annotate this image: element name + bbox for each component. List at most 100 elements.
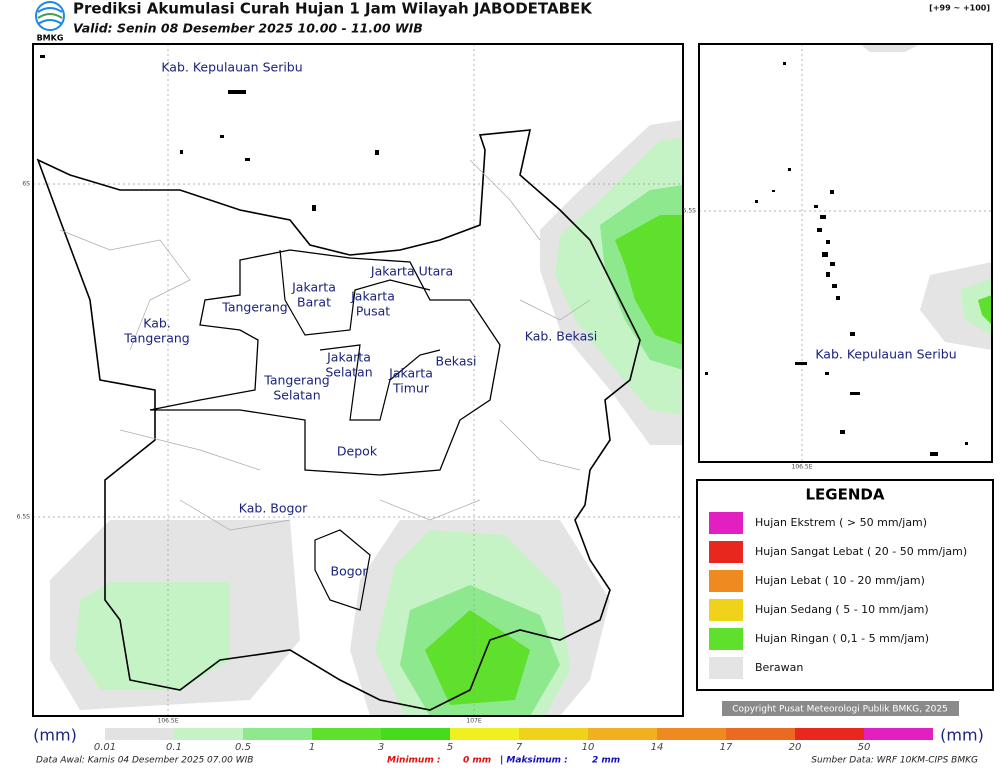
map-shape	[836, 296, 840, 300]
map-shape	[37, 13, 63, 19]
main-map: Kab. Kepulauan Seribu Jakarta Utara Jaka…	[17, 43, 684, 725]
cloud-area	[920, 262, 992, 350]
map-shape	[788, 168, 791, 171]
islands	[40, 55, 379, 211]
colorbar-tick-label: 50	[858, 742, 871, 753]
region-label: Tangerang	[263, 373, 329, 388]
region-label: Jakarta	[291, 280, 336, 295]
region-label: Kab.	[143, 316, 171, 331]
map-shape	[180, 150, 183, 154]
region-label: Tangerang	[221, 300, 287, 315]
colorbar-segment	[657, 728, 726, 740]
min-value: 0 mm	[463, 756, 491, 766]
logo: BMKG	[35, 1, 65, 43]
map-shape	[825, 372, 829, 375]
lat-label: 5.5S	[683, 208, 697, 215]
colorbar-segment	[795, 728, 864, 740]
map-shape	[814, 205, 818, 208]
light-rain-area	[960, 278, 992, 335]
legend-swatch	[709, 657, 743, 679]
region-label: Timur	[392, 381, 430, 396]
map-shape	[795, 362, 807, 365]
colorbar-segment	[243, 728, 312, 740]
map-shape	[830, 262, 835, 266]
legend-label: Hujan Sedang ( 5 - 10 mm/jam)	[755, 603, 929, 616]
lat-label: 6S	[22, 181, 30, 188]
colorbar-segment	[726, 728, 795, 740]
colorbar-tick-label: 5	[447, 742, 453, 753]
map-shape	[228, 90, 246, 94]
colorbar-segment	[312, 728, 381, 740]
map-shape	[830, 190, 834, 194]
colorbar-segment	[864, 728, 933, 740]
region-label: Bekasi	[436, 354, 477, 369]
graticule	[33, 44, 683, 716]
city-boundary	[279, 249, 441, 611]
region-label: Kab. Kepulauan Seribu	[161, 60, 302, 75]
graticule	[699, 44, 992, 462]
colorbar-segment	[588, 728, 657, 740]
region-label: Kab. Bekasi	[525, 329, 597, 344]
map-shape	[375, 150, 379, 155]
map-shape	[840, 430, 845, 434]
region-label: Jakarta	[350, 289, 395, 304]
region-label: Kab. Bogor	[239, 501, 308, 516]
map-shape	[40, 55, 45, 58]
map-shape	[826, 240, 830, 244]
colorbar-tick-label: 0.1	[166, 742, 182, 753]
colorbar-tick-label: 1	[309, 742, 315, 753]
map-shape	[850, 332, 855, 336]
colorbar-tick-label: 0.01	[94, 742, 116, 753]
source: Sumber Data: WRF 10KM-CIPS BMKG	[811, 756, 978, 766]
region-label: Jakarta	[326, 350, 371, 365]
unit-label: (mm)	[940, 726, 984, 745]
map-shape	[817, 228, 822, 232]
rain-area	[615, 215, 683, 345]
lon-label: 107E	[466, 718, 481, 725]
max-label: | Maksimum :	[500, 756, 568, 766]
colorbar-segment	[450, 728, 519, 740]
map-shape	[37, 19, 63, 25]
map-shape	[755, 200, 758, 203]
colorbar-tick-label: 17	[720, 742, 733, 753]
region-label: Depok	[337, 444, 378, 459]
rain-area	[978, 295, 992, 325]
colorbar-segment	[381, 728, 450, 740]
region-label: Barat	[297, 295, 331, 310]
light-rain-area	[75, 582, 230, 690]
legend-swatch	[709, 512, 743, 534]
map-shape	[783, 62, 786, 65]
logo-label: BMKG	[37, 34, 64, 43]
legend-label: Hujan Ringan ( 0,1 - 5 mm/jam)	[755, 632, 929, 645]
copyright: Copyright Pusat Meteorologi Publik BMKG,…	[732, 705, 948, 715]
colorbar-segment	[519, 728, 588, 740]
province-boundary	[36, 129, 641, 711]
colorbar-tick-label: 0.5	[235, 742, 251, 753]
colorbar-tick-label: 14	[651, 742, 664, 753]
legend-label: Hujan Lebat ( 10 - 20 mm/jam)	[755, 574, 925, 587]
legend-label: Berawan	[755, 661, 803, 674]
map-shape	[930, 452, 938, 456]
region-label: Pusat	[356, 304, 390, 319]
legend-swatch	[709, 570, 743, 592]
map-shape	[245, 158, 250, 161]
district-boundary	[59, 159, 591, 531]
legend: LEGENDA Hujan Ekstrem ( > 50 mm/jam) Huj…	[696, 479, 994, 691]
valid-time: Valid: Senin 08 Desember 2025 10.00 - 11…	[73, 21, 423, 36]
data-awal: Data Awal: Kamis 04 Desember 2025 07.00 …	[36, 756, 253, 766]
colorbar: (mm) (mm) 0.01 0.1 0.5 1 3 5 7 10 14 17 20 50	[33, 726, 984, 754]
region-label: Jakarta Utara	[370, 264, 453, 279]
map-shape	[965, 442, 968, 445]
min-label: Minimum :	[387, 756, 440, 766]
max-value: 2 mm	[592, 756, 620, 766]
colorbar-tick-label: 3	[378, 742, 384, 753]
map-shape	[820, 215, 826, 219]
map-shape	[37, 7, 63, 13]
region-label: Tangerang	[123, 331, 189, 346]
colorbar-segment	[174, 728, 243, 740]
region-label: Kab. Kepulauan Seribu	[815, 347, 956, 362]
legend-label: Hujan Ekstrem ( > 50 mm/jam)	[755, 516, 927, 529]
